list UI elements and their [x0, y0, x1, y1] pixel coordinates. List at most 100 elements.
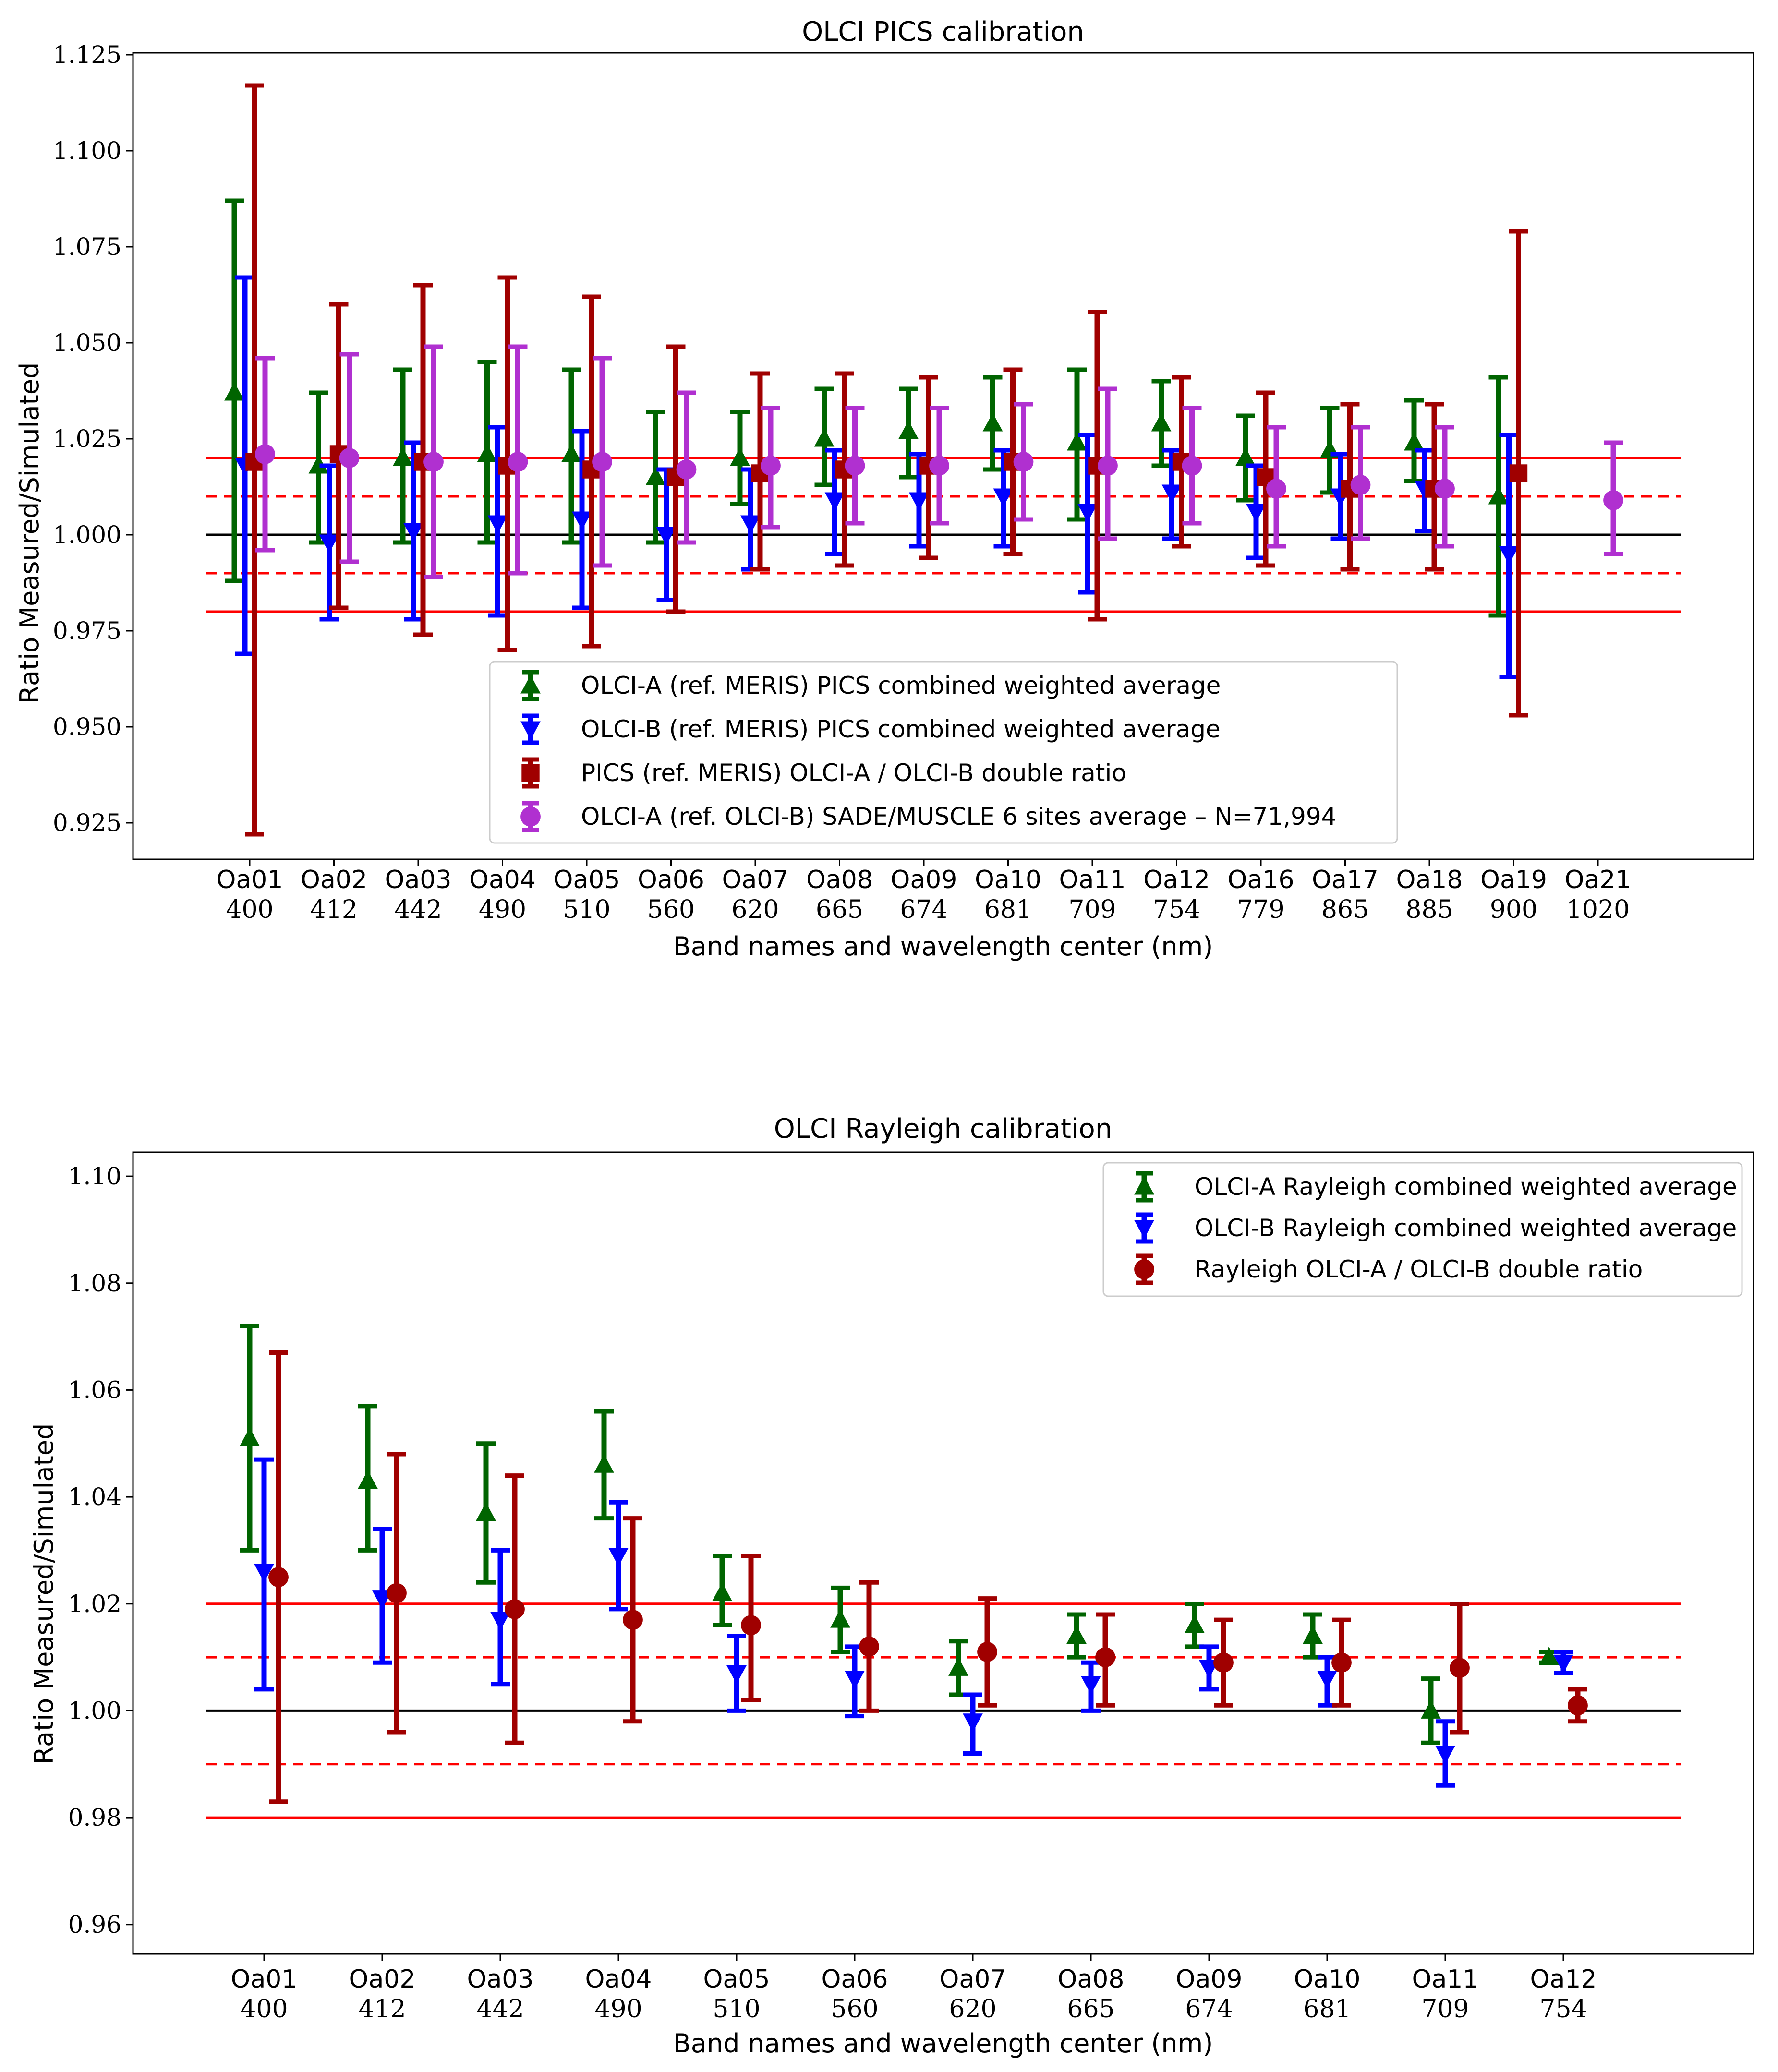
x-tick-label-band: Oa08 — [806, 866, 873, 894]
data-point — [1077, 504, 1098, 522]
series-3 — [268, 1350, 1588, 1804]
x-tick-label-band: Oa04 — [585, 1965, 652, 1994]
x-tick-label-band: Oa07 — [722, 866, 789, 894]
x-axis-label: Band names and wavelength center (nm) — [673, 2028, 1213, 2059]
data-point — [423, 452, 444, 472]
data-point — [1095, 1647, 1115, 1668]
legend-box — [489, 661, 1398, 844]
data-point — [726, 1665, 747, 1684]
legend-box — [1102, 1162, 1743, 1297]
data-point — [814, 428, 835, 447]
data-point — [1603, 490, 1623, 510]
x-tick-label-wavelength: 709 — [1421, 1995, 1469, 2024]
data-point — [490, 1612, 510, 1631]
legend-label: OLCI-A Rayleigh combined weighted averag… — [1195, 1173, 1737, 1201]
data-point — [268, 1567, 289, 1588]
data-point — [1539, 1647, 1559, 1665]
legend-label: OLCI-A (ref. MERIS) PICS combined weight… — [581, 672, 1221, 699]
y-tick-label: 1.06 — [68, 1376, 121, 1404]
x-tick-label-wavelength: 665 — [816, 895, 863, 924]
x-tick-label-band: Oa12 — [1530, 1965, 1597, 1994]
y-tick-label: 1.04 — [68, 1483, 121, 1511]
y-tick-label: 1.08 — [68, 1269, 121, 1297]
data-point — [1235, 447, 1256, 466]
y-tick-label: 0.950 — [53, 713, 121, 741]
x-tick-label-band: Oa21 — [1565, 866, 1632, 894]
x-tick-label-band: Oa18 — [1396, 866, 1463, 894]
data-point — [1013, 452, 1034, 472]
x-tick-label-wavelength: 412 — [310, 895, 358, 924]
x-tick-label-band: Oa17 — [1312, 866, 1379, 894]
x-tick-label-wavelength: 674 — [900, 895, 947, 924]
x-tick-label-band: Oa11 — [1412, 1965, 1479, 1994]
x-tick-label-wavelength: 900 — [1490, 895, 1537, 924]
data-point — [1185, 1614, 1205, 1633]
data-point — [1509, 464, 1528, 482]
legend-label: OLCI-B Rayleigh combined weighted averag… — [1195, 1214, 1737, 1242]
legend: OLCI-A (ref. MERIS) PICS combined weight… — [489, 661, 1398, 844]
data-point — [1435, 1746, 1455, 1764]
legend-label: PICS (ref. MERIS) OLCI-A / OLCI-B double… — [581, 759, 1126, 787]
y-tick-label: 1.10 — [68, 1162, 121, 1190]
y-tick-label: 1.02 — [68, 1590, 121, 1618]
data-point — [1421, 1700, 1441, 1719]
data-point — [1067, 432, 1087, 451]
data-point — [761, 456, 781, 476]
y-tick-label: 0.96 — [68, 1911, 121, 1939]
series-1 — [224, 198, 1509, 618]
data-point — [319, 534, 339, 553]
data-point — [572, 511, 592, 530]
x-tick-label-wavelength: 674 — [1185, 1995, 1233, 2024]
x-tick-label-band: Oa10 — [975, 866, 1041, 894]
data-point — [741, 1615, 761, 1636]
x-tick-label-band: Oa09 — [891, 866, 957, 894]
data-point — [255, 444, 275, 464]
data-point — [505, 1599, 525, 1619]
data-point — [1317, 1671, 1337, 1689]
plot-frame — [132, 1151, 1754, 1955]
x-tick-label-wavelength: 681 — [984, 895, 1032, 924]
data-point — [712, 1582, 732, 1601]
legend-marker — [1134, 1220, 1154, 1239]
data-point — [929, 456, 949, 476]
x-tick-label-band: Oa12 — [1143, 866, 1210, 894]
chart-title: OLCI Rayleigh calibration — [774, 1113, 1113, 1144]
data-point — [1081, 1676, 1101, 1695]
x-tick-label-wavelength: 754 — [1153, 895, 1200, 924]
data-point — [1568, 1695, 1588, 1716]
data-point — [623, 1610, 643, 1630]
data-point — [1303, 1625, 1323, 1644]
data-point — [977, 1642, 997, 1662]
x-tick-label-band: Oa04 — [469, 866, 536, 894]
y-tick-label: 1.075 — [53, 233, 121, 261]
data-point — [830, 1609, 850, 1628]
data-point — [1450, 1658, 1470, 1678]
data-point — [1553, 1654, 1573, 1674]
x-tick-label-wavelength: 490 — [479, 895, 526, 924]
x-tick-label-wavelength: 620 — [731, 895, 779, 924]
rayleigh-calibration-chart: OLCI Rayleigh calibration Ratio Measured… — [29, 1113, 1754, 2059]
data-point — [1350, 475, 1371, 495]
legend-label: OLCI-A (ref. OLCI-B) SADE/MUSCLE 6 sites… — [581, 803, 1336, 831]
x-tick-label-band: Oa06 — [638, 866, 704, 894]
x-tick-label-band: Oa07 — [940, 1965, 1006, 1994]
series-2 — [235, 275, 1519, 679]
data-point — [508, 452, 528, 472]
x-tick-label-band: Oa08 — [1058, 1965, 1125, 1994]
legend-marker — [1134, 1259, 1154, 1279]
data-point — [561, 444, 581, 462]
legend: OLCI-A Rayleigh combined weighted averag… — [1102, 1162, 1743, 1297]
series-1 — [240, 1324, 1559, 1745]
x-tick-label-wavelength: 1020 — [1566, 895, 1630, 924]
y-tick-label: 0.975 — [53, 617, 121, 645]
x-tick-label-wavelength: 412 — [358, 1995, 406, 2024]
y-tick-label: 1.000 — [53, 521, 121, 549]
x-tick-label-wavelength: 510 — [563, 895, 610, 924]
x-tick-label-wavelength: 400 — [240, 1995, 288, 2024]
x-tick-label-band: Oa05 — [554, 866, 620, 894]
x-tick-label-band: Oa05 — [703, 1965, 770, 1994]
data-point — [909, 492, 929, 511]
data-point — [645, 467, 666, 485]
data-point — [948, 1657, 968, 1676]
